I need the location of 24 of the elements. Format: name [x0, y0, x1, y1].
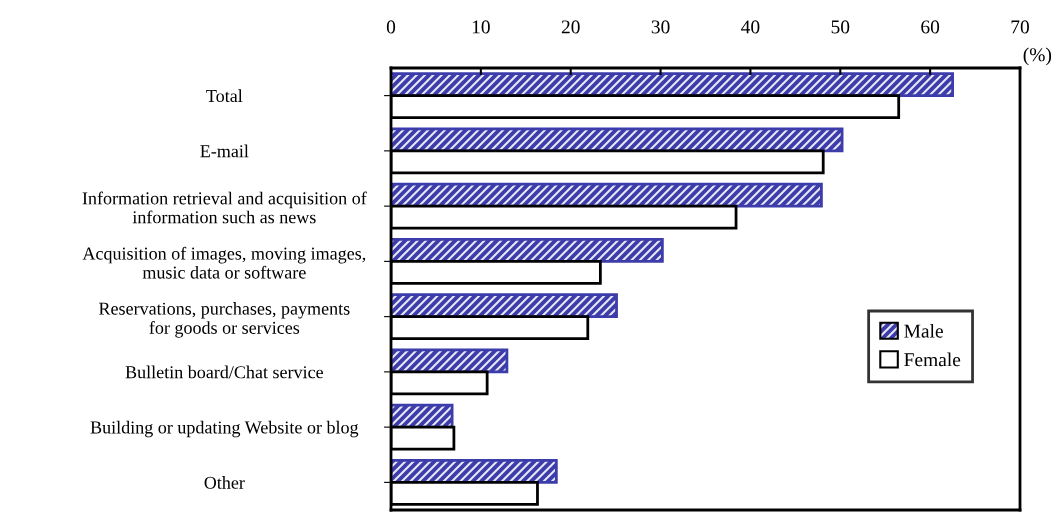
x-tick-label: 10: [472, 20, 490, 34]
y-tick-label: Reservations, purchases, payments for goods or services: [98, 302, 350, 338]
y-tick-label: Information retrieval and acquisition of information such as news: [82, 191, 367, 224]
x-axis-title: (%): [1023, 47, 1052, 66]
x-tick-label: 30: [651, 20, 670, 34]
y-tick-label: Acquisition of images, moving images, music data or software: [82, 246, 366, 279]
bar: [391, 237, 664, 263]
y-tick-label: Total: [206, 89, 243, 103]
x-tick-label: 70: [1011, 20, 1029, 34]
legend-label: Female: [904, 352, 961, 367]
x-tick-label: 40: [741, 20, 760, 34]
bar: [391, 293, 618, 319]
x-tick-label: 50: [831, 20, 850, 34]
x-tick-label: 0: [386, 20, 396, 34]
x-tick-label: 20: [561, 20, 580, 34]
x-tick-label: 60: [921, 20, 940, 34]
bar: [391, 348, 509, 374]
y-tick-label: Other: [204, 476, 245, 489]
y-tick-label: Building or updating Website or blog: [90, 420, 359, 438]
bar: [391, 458, 558, 484]
y-tick-label: Bulletin board/Chat service: [125, 365, 323, 379]
y-tick-label: E-mail: [200, 144, 249, 158]
bar: [391, 182, 823, 208]
legend-label: Male: [904, 323, 943, 338]
